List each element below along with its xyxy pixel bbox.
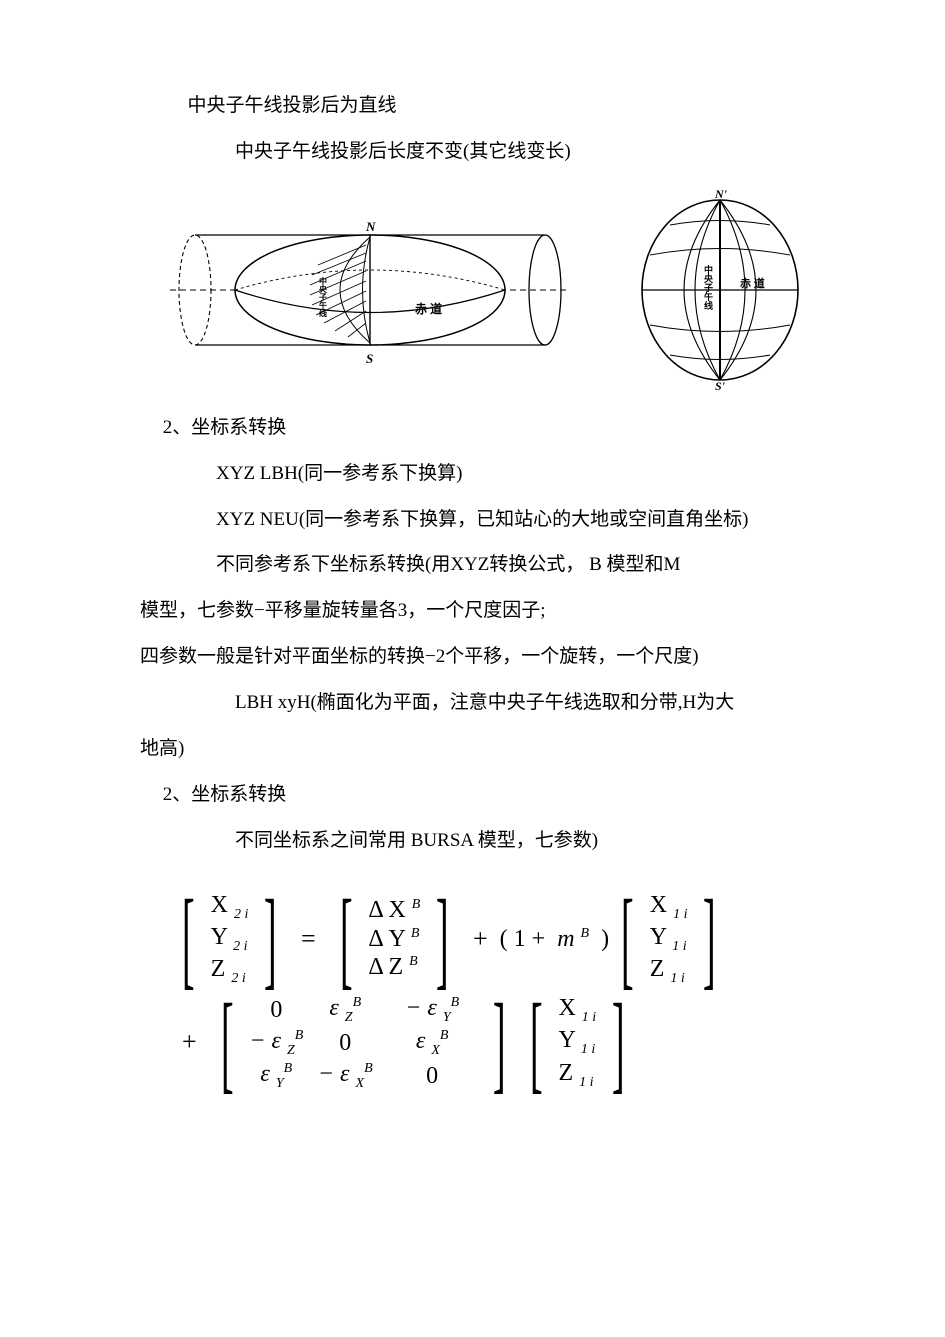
label-central-meridian: 中央子午线 (318, 276, 328, 318)
matrix-left-2i: [ X 2 i Y 2 i Z 2 i ] (170, 891, 289, 988)
section-heading-1: 2、坐标系转换 (140, 408, 825, 448)
text-line-4: XYZ LBH(同一参考系下换算) (140, 454, 825, 494)
text-line-6: 不同参考系下坐标系转换(用XYZ转换公式， B 模型和M (140, 545, 825, 585)
text-line-1: 中央子午线投影后为直线 (140, 86, 825, 126)
label-n2: N' (714, 190, 728, 201)
figure-row: N S 赤 道 中央子午线 N' S' 赤 道 中央子午线 (160, 190, 825, 390)
matrix-vec-1i: [ X 1 i Y 1 i Z 1 i ] (518, 994, 637, 1091)
bursa-formula: [ X 2 i Y 2 i Z 2 i ] = [ Δ X B Δ Y B Δ … (170, 891, 825, 1092)
label-n: N (365, 219, 376, 234)
label-equator: 赤 道 (415, 301, 442, 316)
matrix-delta: [ Δ X B Δ Y B Δ Z B ] (328, 892, 461, 986)
label-s2: S' (715, 379, 726, 390)
text-line-11: 不同坐标系之间常用 BURSA 模型，七参数) (140, 821, 825, 861)
text-line-2: 中央子午线投影后长度不变(其它线变长) (140, 132, 825, 172)
label-equator-2: 赤 道 (740, 276, 765, 290)
cylinder-projection-diagram: N S 赤 道 中央子午线 (160, 205, 580, 375)
section-heading-2: 2、坐标系转换 (140, 775, 825, 815)
text-line-7: 模型，七参数−平移量旋转量各3，一个尺度因子; (140, 591, 825, 631)
text-line-5: XYZ NEU(同一参考系下换算，已知站心的大地或空间直角坐标) (140, 500, 825, 540)
label-s: S (366, 351, 373, 366)
matrix-rotation: [ 0 ε ZB − ε YB − ε ZB 0 ε XB ε YB − ε X… (209, 993, 518, 1092)
text-line-9a: LBH xyH(椭面化为平面，注意中央子午线选取和分带,H为大 (140, 683, 825, 723)
label-cm-2: 中央子午线 (703, 264, 714, 311)
matrix-right-1i: [ X 1 i Y 1 i Z 1 i ] (609, 891, 728, 988)
graticule-diagram: N' S' 赤 道 中央子午线 (620, 190, 820, 390)
text-line-8: 四参数一般是针对平面坐标的转换−2个平移，一个旋转，一个尺度) (140, 637, 825, 677)
text-line-9b: 地高) (140, 729, 825, 769)
